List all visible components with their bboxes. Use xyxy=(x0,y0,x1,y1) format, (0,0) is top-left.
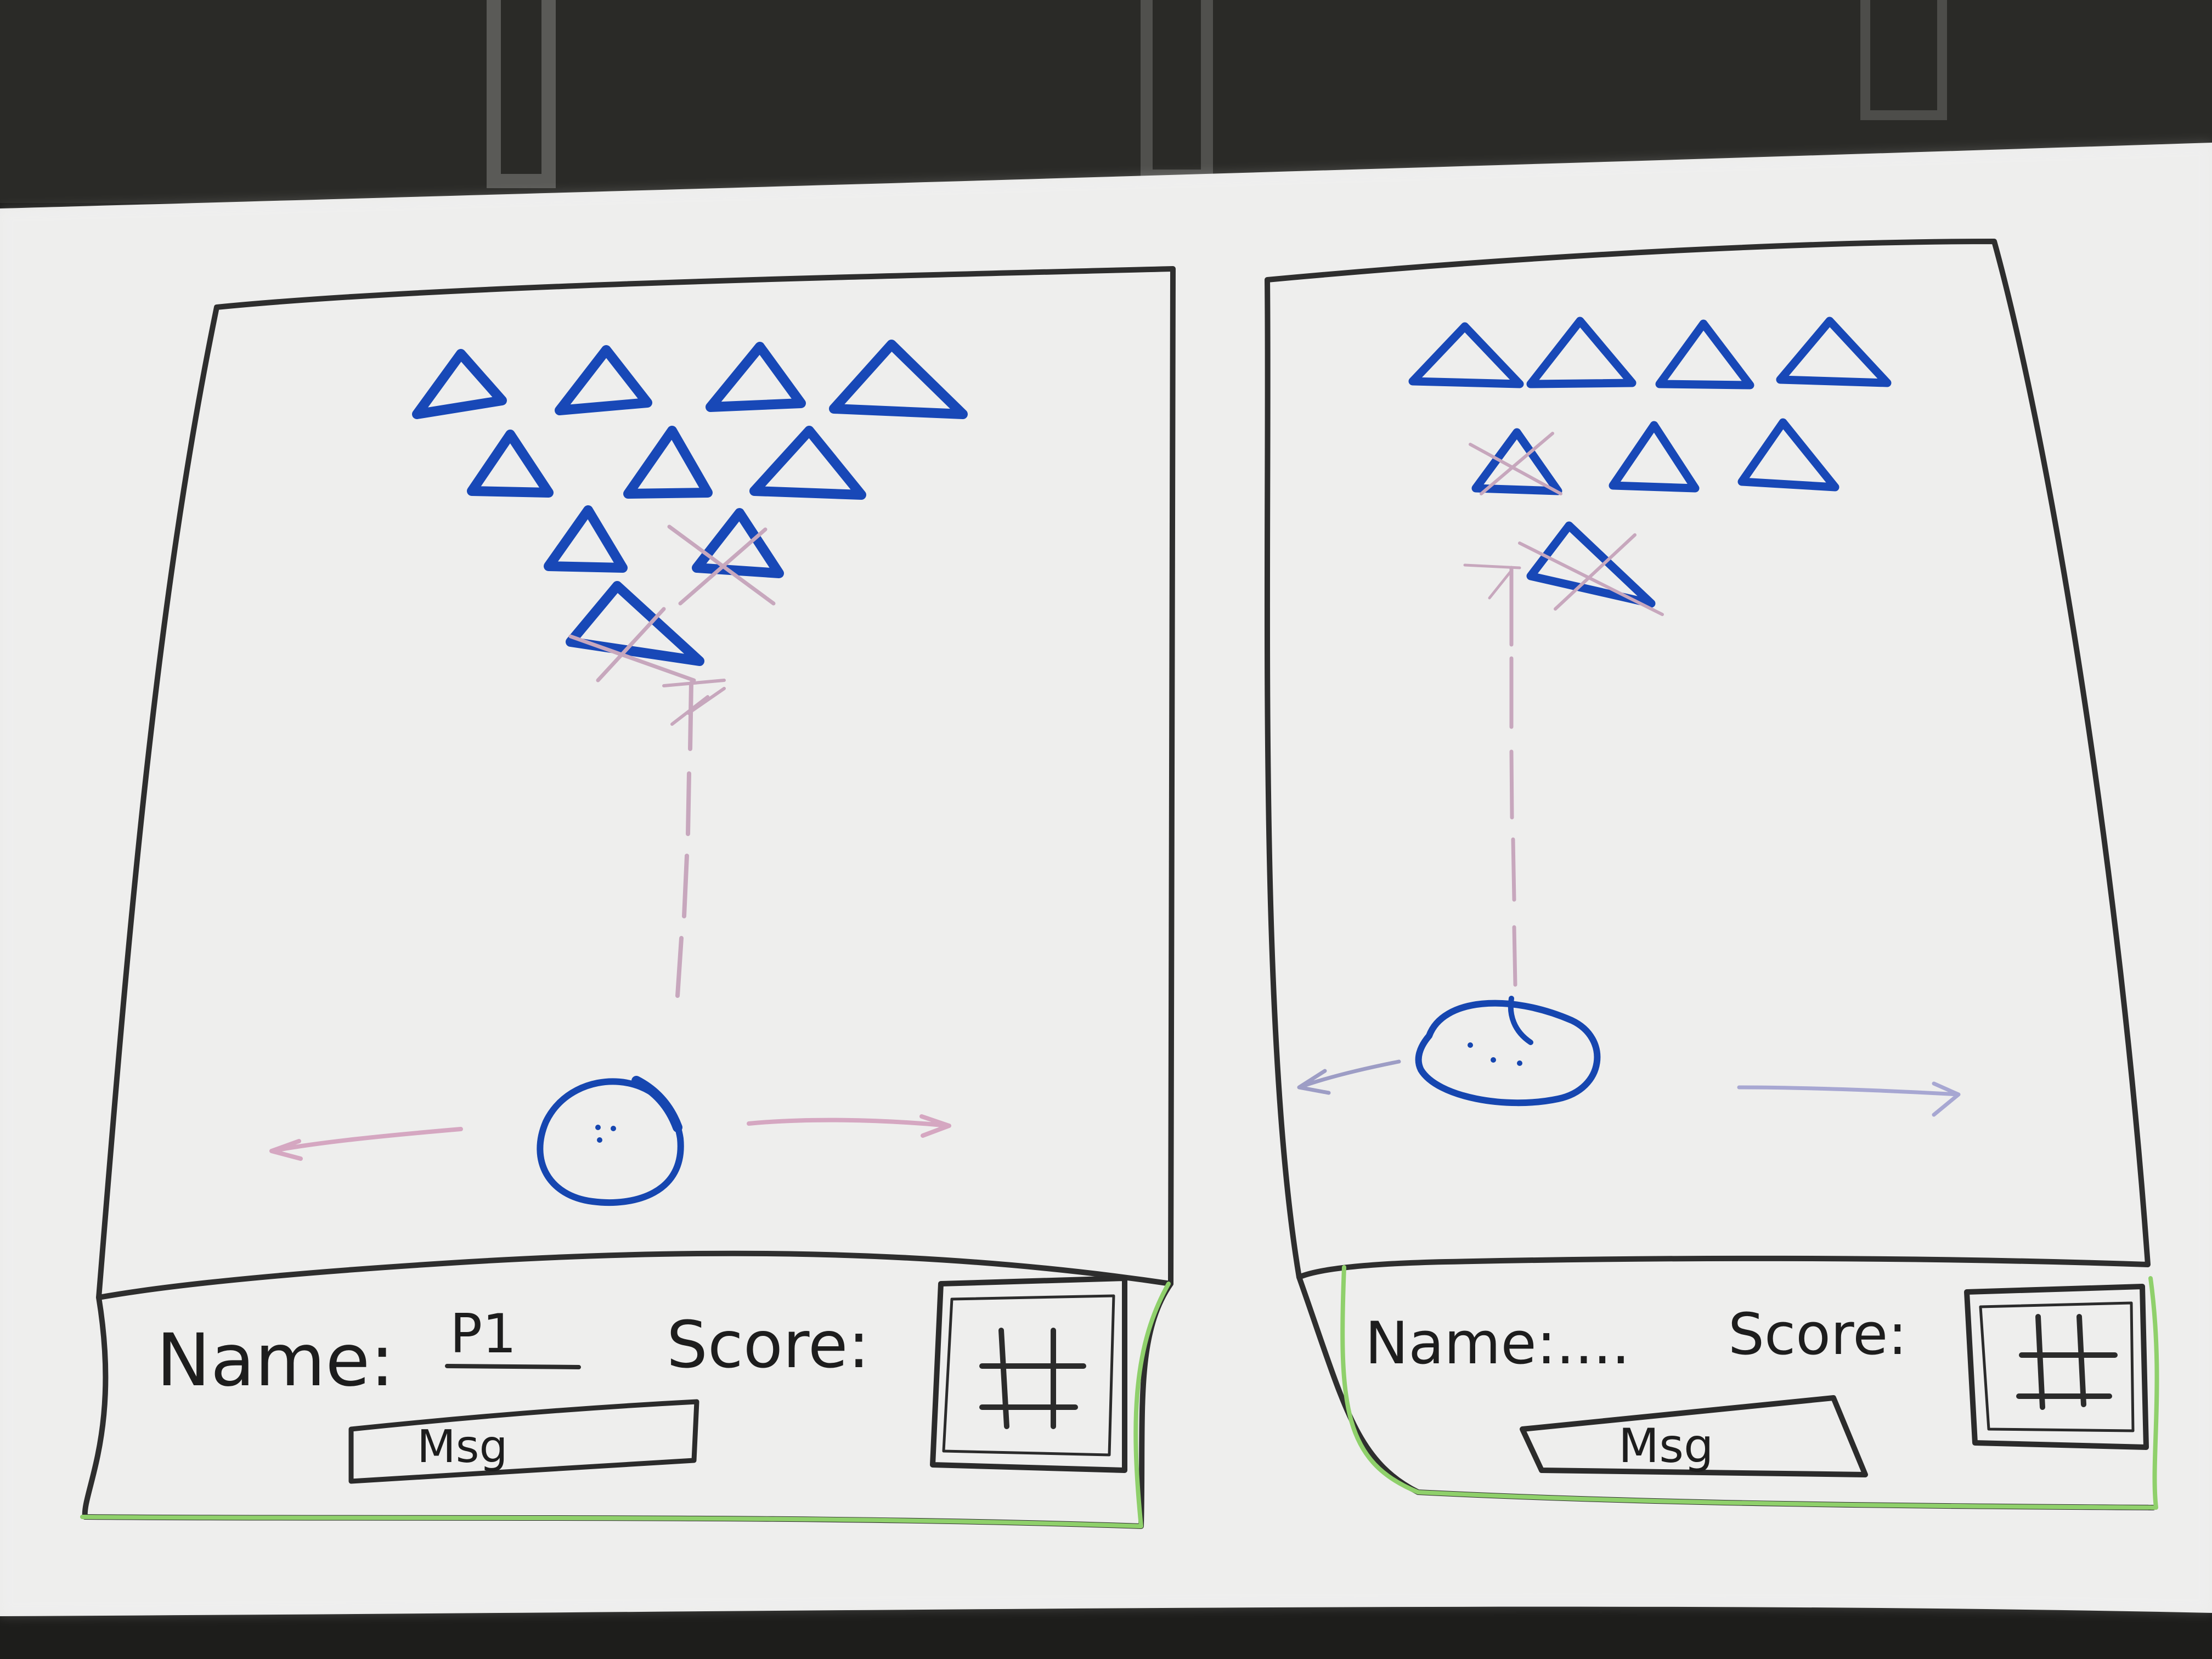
message-button-1[interactable]: Msg xyxy=(348,1399,699,1484)
name-label-2: Name:.... xyxy=(1365,1310,1630,1377)
move-left-arrow-icon-2 xyxy=(1297,1059,1401,1095)
panel-outline-2 xyxy=(1340,1265,2159,1510)
message-label-1: Msg xyxy=(417,1421,508,1473)
explosion-mark-4 xyxy=(1469,432,1562,495)
chair-leg-right xyxy=(1860,0,1947,120)
explosion-mark-5 xyxy=(1518,533,1664,616)
screen-2: Name:.... Score: Msg xyxy=(1264,239,2159,1510)
grid-button-1[interactable] xyxy=(930,1276,1127,1473)
enemy-triangle-5 xyxy=(467,430,554,498)
score-label-2: Score: xyxy=(1728,1301,1907,1368)
enemy-field-2 xyxy=(1408,317,1892,616)
grid-icon-1 xyxy=(979,1328,1086,1429)
panel-outline-1 xyxy=(80,1282,1171,1528)
name-label-1: Name: xyxy=(156,1318,394,1403)
enemy-triangle-18 xyxy=(1526,521,1656,608)
enemy-triangle-10 xyxy=(566,581,704,666)
whiteboard-sheen xyxy=(0,143,2212,1616)
enemy-triangle-14 xyxy=(1776,317,1892,387)
shot-trail-2 xyxy=(1509,566,1517,987)
move-left-arrow-icon-1 xyxy=(269,1127,463,1161)
enemy-triangle-13 xyxy=(1655,319,1754,390)
enemy-triangle-17 xyxy=(1737,418,1839,492)
enemy-triangle-4 xyxy=(829,340,968,419)
screen-1: Name: P1 Score: Msg xyxy=(80,266,1176,1529)
enemy-triangle-3 xyxy=(706,342,806,412)
chair-leg-left xyxy=(487,0,556,188)
move-right-arrow-icon-1 xyxy=(747,1114,951,1138)
move-right-arrow-icon-2 xyxy=(1737,1081,1961,1117)
enemy-triangle-8 xyxy=(544,505,628,573)
message-button-2[interactable]: Msg xyxy=(1520,1395,1868,1477)
player-face-icon-1 xyxy=(537,1076,684,1206)
enemy-triangle-11 xyxy=(1408,322,1524,388)
name-underline-1 xyxy=(445,1364,581,1369)
enemy-triangle-12 xyxy=(1526,317,1637,388)
enemy-triangle-7 xyxy=(749,426,866,500)
grid-button-2[interactable] xyxy=(1964,1284,2149,1450)
grid-icon-2 xyxy=(2016,1314,2118,1410)
enemy-triangle-16 xyxy=(1609,421,1700,493)
game-frame-1 xyxy=(96,266,1176,1300)
enemy-triangle-1 xyxy=(412,349,507,419)
explosion-mark-1 xyxy=(667,524,776,606)
enemy-triangle-2 xyxy=(555,345,652,415)
name-value-1: P1 xyxy=(450,1303,516,1365)
player-face-icon-2 xyxy=(1415,996,1601,1107)
game-frame-2 xyxy=(1264,239,2151,1280)
enemy-field-1 xyxy=(412,340,968,726)
score-label-1: Score: xyxy=(667,1307,870,1383)
enemy-triangle-9 xyxy=(692,508,784,578)
shot-trail-1 xyxy=(675,681,693,998)
message-label-2: Msg xyxy=(1618,1419,1714,1474)
enemy-triangle-6 xyxy=(623,426,713,499)
explosion-mark-2 xyxy=(568,607,696,682)
